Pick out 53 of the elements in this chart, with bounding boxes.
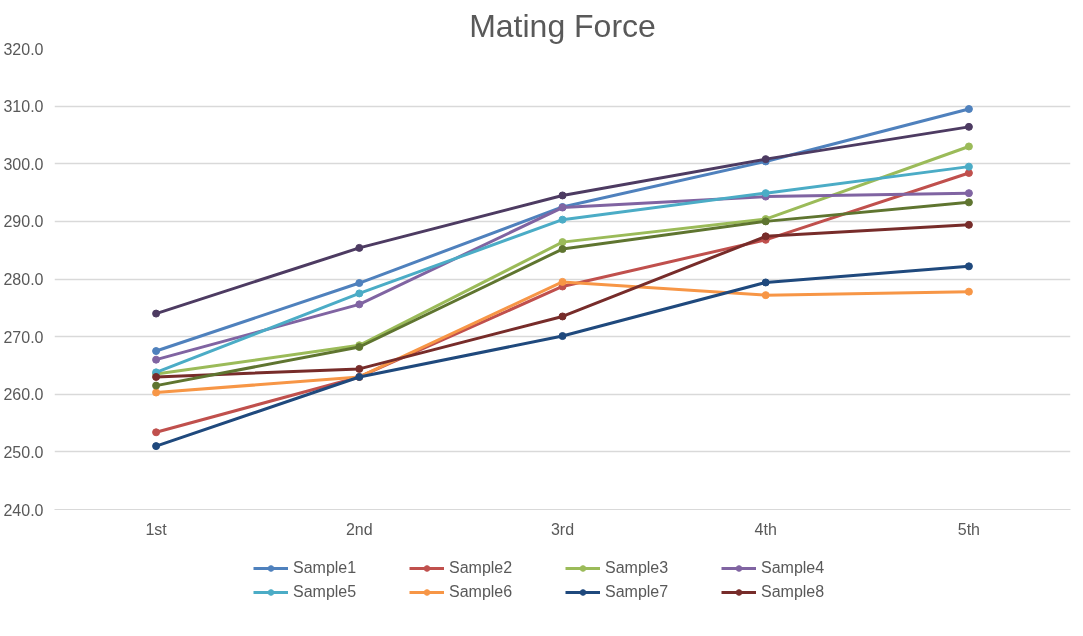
x-tick-label: 2nd	[345, 520, 373, 538]
point	[558, 245, 567, 254]
point	[964, 105, 973, 113]
point	[558, 277, 567, 286]
legend-label: Sample1	[293, 559, 358, 577]
y-tick-label: 240.0	[3, 501, 44, 519]
point	[355, 243, 364, 252]
point	[558, 312, 567, 321]
point	[355, 300, 364, 309]
x-tick-label: 5th	[957, 520, 981, 538]
y-tick-label: 250.0	[3, 443, 44, 461]
point	[964, 162, 973, 171]
point	[964, 287, 973, 296]
point	[964, 189, 973, 198]
point	[964, 142, 973, 151]
y-tick-label: 290.0	[3, 213, 44, 231]
point	[152, 355, 161, 364]
point	[964, 262, 973, 271]
x-tick-label: 3rd	[550, 520, 575, 538]
legend-label: Sample4	[761, 559, 826, 577]
point	[355, 289, 364, 298]
point	[152, 309, 161, 318]
y-tick-label: 300.0	[3, 155, 44, 173]
y-tick-label: 270.0	[3, 328, 44, 346]
point	[152, 388, 161, 397]
point	[152, 442, 161, 451]
point	[761, 278, 770, 287]
point	[558, 332, 567, 341]
y-tick-label: 260.0	[3, 386, 44, 404]
point	[558, 191, 567, 200]
legend-label: Sample3	[605, 559, 670, 577]
legend-label: Sample2	[449, 559, 514, 577]
x-tick-label: 4th	[754, 520, 777, 538]
legend-label: Sample7	[605, 583, 670, 601]
legend-label: Sample5	[293, 583, 358, 601]
x-tick-label: 1st	[145, 520, 168, 538]
point	[558, 238, 567, 247]
y-tick-label: 320.0	[3, 40, 44, 58]
point	[152, 347, 161, 356]
point	[964, 220, 973, 229]
point	[964, 122, 973, 131]
chart-title: Mating Force	[469, 7, 656, 44]
point	[355, 364, 364, 373]
legend-label: Sample8	[761, 583, 826, 601]
y-tick-label: 310.0	[3, 98, 44, 116]
point	[761, 291, 770, 300]
point	[355, 279, 364, 288]
y-tick-label: 280.0	[3, 271, 44, 288]
point	[964, 198, 973, 207]
point	[152, 381, 161, 390]
point	[152, 428, 161, 437]
legend-label: Sample6	[449, 583, 514, 601]
point	[558, 215, 567, 224]
